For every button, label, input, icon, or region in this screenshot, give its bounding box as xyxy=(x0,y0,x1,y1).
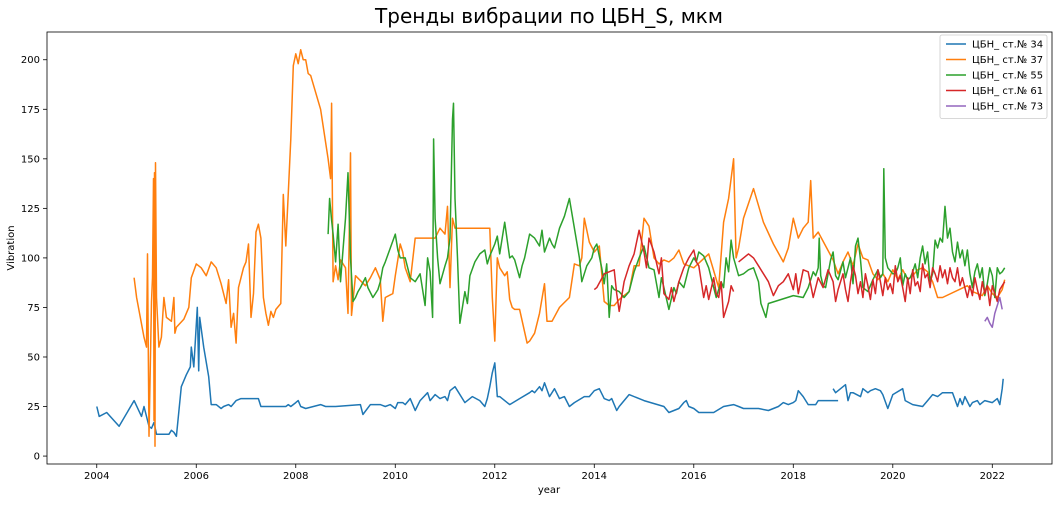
y-axis-label: Vibration xyxy=(6,225,17,270)
y-tick-label: 150 xyxy=(21,154,40,165)
series-line-2 xyxy=(133,49,1006,447)
x-tick-label: 2018 xyxy=(781,471,806,482)
legend: ЦБН_ ст.№ 34 ЦБН_ ст.№ 37 ЦБН_ ст.№ 55 ЦБН_… xyxy=(939,34,1048,119)
y-tick-label: 25 xyxy=(27,402,40,413)
legend-label-4: ЦБН_ ст.№ 61 xyxy=(972,86,1043,97)
plot-frame xyxy=(46,31,1053,465)
axes-layer: 2004 2006 2008 2010 2012 2014 2016 2018 2020 2022… xyxy=(21,31,1053,482)
series-line-1 xyxy=(96,306,1004,438)
y-tick-label: 0 xyxy=(34,452,40,463)
chart-title: Тренды вибрации по ЦБН_S, мкм xyxy=(374,4,723,28)
x-tick-label: 2012 xyxy=(482,471,507,482)
series-layer xyxy=(96,49,1006,447)
y-tick-label: 175 xyxy=(21,105,40,116)
y-tick-label: 75 xyxy=(27,303,40,314)
x-axis-label: year xyxy=(538,485,561,496)
x-tick-label: 2016 xyxy=(681,471,706,482)
x-tick-label: 2008 xyxy=(283,471,308,482)
x-tick-label: 2014 xyxy=(582,471,607,482)
legend-label-1: ЦБН_ ст.№ 34 xyxy=(972,40,1043,51)
x-tick-label: 2006 xyxy=(184,471,209,482)
x-tick-label: 2004 xyxy=(84,471,109,482)
series-line-5 xyxy=(984,296,1003,329)
x-tick-label: 2020 xyxy=(880,471,905,482)
legend-label-3: ЦБН_ ст.№ 55 xyxy=(972,71,1043,82)
series-line-3 xyxy=(327,102,1006,325)
y-tick-label: 200 xyxy=(21,55,40,66)
legend-box xyxy=(939,34,1048,119)
x-tick-label: 2010 xyxy=(383,471,408,482)
series-line-4 xyxy=(593,229,1006,319)
y-tick-label: 125 xyxy=(21,204,40,215)
legend-label-2: ЦБН_ ст.№ 37 xyxy=(972,55,1043,66)
legend-label-5: ЦБН_ ст.№ 73 xyxy=(972,102,1043,113)
x-tick-label: 2022 xyxy=(980,471,1005,482)
y-tick-label: 50 xyxy=(27,352,40,363)
y-tick-label: 100 xyxy=(21,253,40,264)
